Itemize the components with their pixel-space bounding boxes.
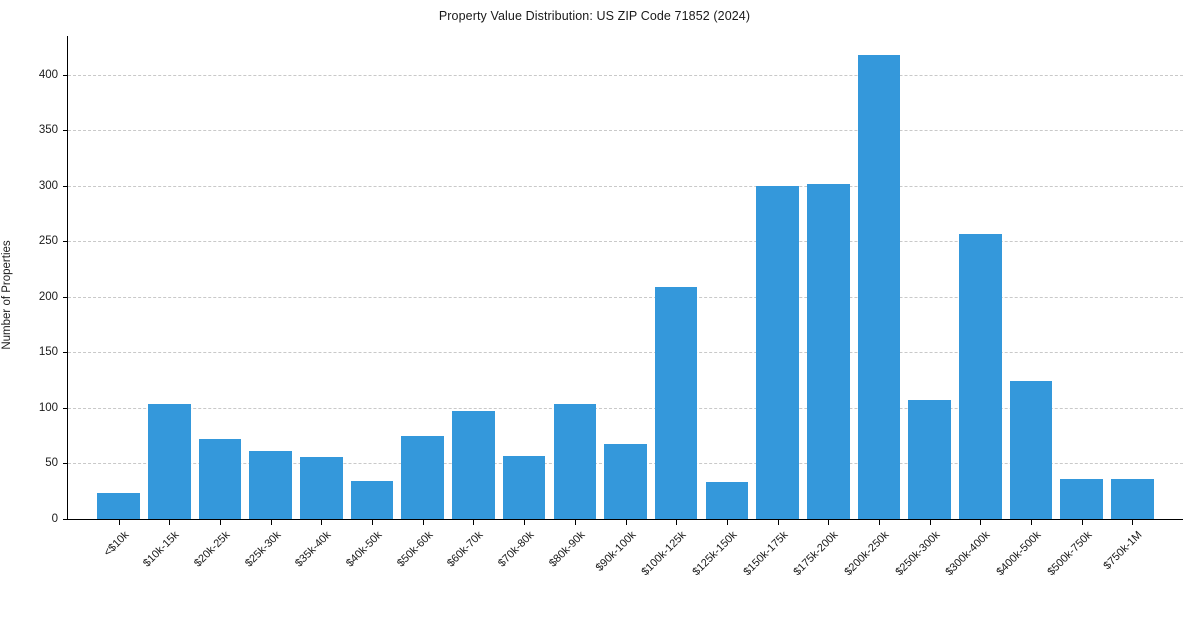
x-axis-tick-mark [676,520,678,525]
y-axis-tick-mark [63,463,67,465]
y-axis-tick-label: 50 [45,457,58,470]
plot-area [68,36,1183,519]
x-axis-tick-mark [828,520,830,525]
x-axis-tick-label: $25k-30k [242,529,284,570]
bar[interactable] [350,481,394,519]
x-axis-tick-mark [929,520,931,525]
x-axis-tick-mark [422,520,424,525]
x-axis-tick-label: $150k-175k [740,529,791,579]
y-axis-tick-mark [63,74,67,76]
gridline [68,407,1183,409]
x-axis-tick-mark [220,520,222,525]
gridline [68,296,1183,298]
gridline [68,130,1183,132]
x-axis-tick-mark [878,520,880,525]
bar[interactable] [604,443,647,519]
x-axis-tick-label: $400k-500k [994,529,1044,579]
x-axis-tick-label: $100k-125k [639,529,689,579]
x-axis-tick-mark [524,520,526,525]
bar[interactable] [300,456,343,519]
y-axis-spine [67,36,68,520]
x-axis-tick-mark [372,520,374,525]
bar[interactable] [1060,479,1103,519]
y-axis-tick-label: 350 [38,124,58,137]
x-axis-tick-label: $500k-750k [1044,529,1095,579]
gridline [68,352,1183,354]
bar[interactable] [148,403,191,519]
x-axis-tick-label: <$10k [101,529,132,559]
y-axis-tick-label: 400 [38,68,58,81]
bar[interactable] [249,451,292,519]
x-axis-tick-label: $50k-60k [394,529,436,570]
y-axis-tick-label: 250 [38,235,58,248]
bar[interactable] [553,403,597,519]
x-axis-tick-mark [777,520,779,525]
gridline [68,185,1183,187]
x-axis-tick-mark [270,520,272,525]
x-axis-tick-label: $20k-25k [192,529,233,570]
bar[interactable] [198,439,242,519]
bar[interactable] [452,411,495,519]
x-axis-tick-label: $40k-50k [344,529,385,570]
bar[interactable] [806,183,850,519]
x-axis-tick-mark [321,520,323,525]
gridline [68,74,1183,76]
x-axis-tick-label: $90k-100k [593,529,638,574]
y-axis-tick-label: 200 [38,290,58,303]
x-axis-tick-mark [625,520,627,525]
bar[interactable] [654,286,698,519]
y-axis-tick-mark [63,519,67,520]
bar[interactable] [401,435,445,519]
x-axis-tick-label: $70k-80k [496,529,537,570]
x-axis-tick-label: $250k-300k [892,529,943,579]
figure-canvas: Property Value Distribution: US ZIP Code… [1,9,1183,578]
x-axis-tick-mark [473,520,475,525]
x-axis-tick-label: $125k-150k [690,529,740,579]
x-axis-tick-mark [1030,520,1032,525]
x-axis-tick-label: $80k-90k [546,529,588,570]
y-axis-tick-label: 300 [38,179,58,192]
bar[interactable] [1111,479,1154,519]
x-axis-spine [68,519,1183,520]
x-axis-tick-label: $10k-15k [141,529,182,570]
y-axis-tick-mark [63,241,67,243]
bar[interactable] [857,54,901,519]
x-axis-tick-label: $200k-250k [842,529,892,579]
x-axis-tick-mark [980,520,982,525]
y-axis-tick-mark [63,352,67,354]
x-axis-tick-label: $175k-200k [791,529,841,579]
y-axis-tick-mark [63,130,67,132]
x-axis-tick-label: $35k-40k [293,529,334,570]
bar[interactable] [958,233,1002,519]
bar[interactable] [756,185,799,519]
bar[interactable] [502,455,546,519]
y-axis-tick-label: 100 [38,401,58,414]
x-axis-tick-mark [169,520,171,525]
bar[interactable] [97,493,140,519]
bar[interactable] [705,482,749,519]
x-axis-tick-label: $300k-400k [943,529,993,579]
x-axis-tick-mark [118,520,120,525]
bar[interactable] [908,400,951,519]
x-axis-tick-label: $750k-1M [1101,529,1145,573]
y-axis-tick-mark [63,185,67,187]
y-axis-tick-label: 0 [51,513,58,525]
x-axis-tick-mark [1081,520,1083,525]
x-axis-tick-label: $60k-70k [445,529,486,570]
x-axis-tick-mark [574,520,576,525]
y-axis-tick-label: 150 [38,346,58,359]
x-axis-tick-mark [726,520,728,525]
x-axis-tick-mark [1132,520,1134,525]
y-axis-tick-mark [63,296,67,298]
chart-title: Property Value Distribution: US ZIP Code… [438,9,751,23]
gridline [68,241,1183,243]
y-axis-tick-mark [63,407,67,409]
bar[interactable] [1009,381,1053,519]
